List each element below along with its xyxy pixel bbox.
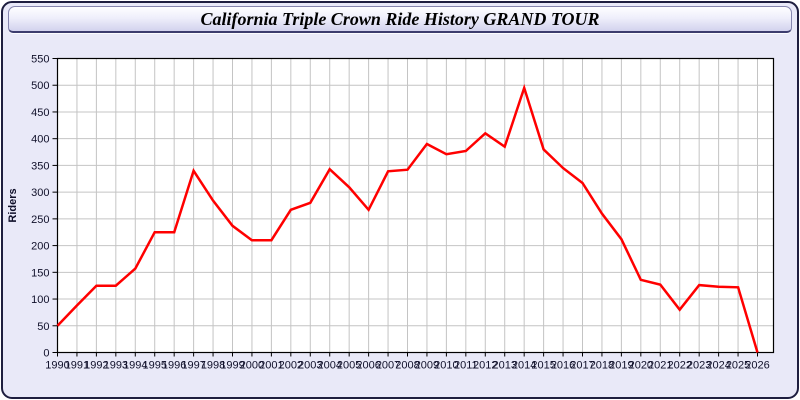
y-tick-label: 200 xyxy=(31,241,49,253)
x-tick-label: 2004 xyxy=(317,360,341,372)
x-tick-label: 2026 xyxy=(745,360,769,372)
chart-title: California Triple Crown Ride History GRA… xyxy=(200,8,600,29)
x-tick-label: 2005 xyxy=(337,360,361,372)
x-tick-label: 1994 xyxy=(123,360,147,372)
x-tick-label: 1990 xyxy=(45,360,69,372)
y-tick-label: 400 xyxy=(31,134,49,146)
x-tick-label: 2011 xyxy=(454,360,478,372)
x-tick-label: 1991 xyxy=(65,360,89,372)
x-tick-label: 1993 xyxy=(104,360,128,372)
x-tick-label: 2018 xyxy=(590,360,614,372)
x-tick-label: 2002 xyxy=(279,360,303,372)
x-tick-label: 2009 xyxy=(415,360,439,372)
x-tick-label: 2023 xyxy=(687,360,711,372)
x-tick-label: 2015 xyxy=(531,360,555,372)
x-tick-label: 2000 xyxy=(240,360,264,372)
x-tick-label: 1996 xyxy=(162,360,186,372)
x-tick-label: 2021 xyxy=(648,360,672,372)
y-tick-label: 350 xyxy=(31,160,49,172)
x-tick-label: 2013 xyxy=(492,360,516,372)
x-tick-label: 1998 xyxy=(201,360,225,372)
x-tick-label: 2016 xyxy=(551,360,575,372)
title-bar: California Triple Crown Ride History GRA… xyxy=(8,6,792,33)
y-tick-label: 300 xyxy=(31,187,49,199)
plot-area xyxy=(57,58,774,353)
y-tick-label: 100 xyxy=(31,294,49,306)
x-tick-label: 2020 xyxy=(629,360,653,372)
plot-border xyxy=(56,57,775,354)
y-tick-label: 0 xyxy=(43,348,49,360)
x-tick-label: 1997 xyxy=(181,360,205,372)
y-tick-label: 500 xyxy=(31,80,49,92)
x-tick-label: 2014 xyxy=(512,360,536,372)
y-tick-label: 450 xyxy=(31,107,49,119)
y-tick-label: 250 xyxy=(31,214,49,226)
x-tick-label: 2022 xyxy=(667,360,691,372)
x-tick-label: 1999 xyxy=(220,360,244,372)
y-axis-title: Riders xyxy=(7,188,19,222)
x-tick-label: 2019 xyxy=(609,360,633,372)
x-tick-label: 2017 xyxy=(570,360,594,372)
x-tick-label: 2003 xyxy=(298,360,322,372)
x-tick-label: 2007 xyxy=(376,360,400,372)
x-tick-label: 2012 xyxy=(473,360,497,372)
y-tick-label: 150 xyxy=(31,267,49,279)
y-tick-label: 50 xyxy=(37,321,49,333)
x-tick-label: 2006 xyxy=(356,360,380,372)
x-tick-label: 1992 xyxy=(84,360,108,372)
y-tick-label: 550 xyxy=(31,54,49,66)
line-chart: 1990199119921993199419951996199719981999… xyxy=(7,54,775,372)
x-tick-label: 2010 xyxy=(434,360,458,372)
x-tick-label: 2008 xyxy=(395,360,419,372)
x-tick-label: 2024 xyxy=(706,360,730,372)
x-tick-label: 1995 xyxy=(142,360,166,372)
riders-series-line xyxy=(56,83,759,353)
x-tick-label: 2025 xyxy=(726,360,750,372)
x-tick-label: 2001 xyxy=(259,360,283,372)
